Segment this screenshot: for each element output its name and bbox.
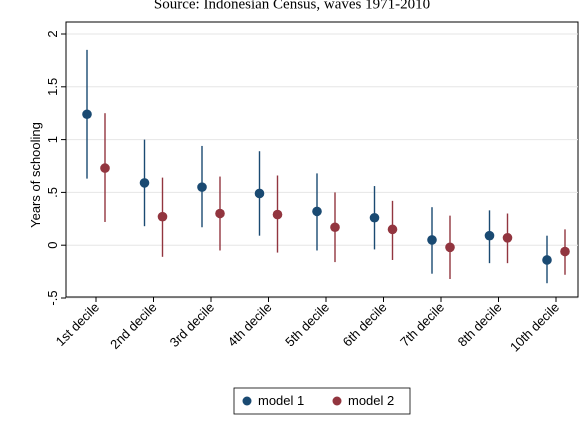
y-axis: -.5 0 .5 1 1.5 2 [45, 22, 67, 306]
point-model-2 [502, 233, 513, 243]
point-model-2 [445, 242, 455, 253]
y-tick-label: -.5 [45, 290, 60, 305]
grid-lines [66, 33, 578, 299]
x-tick-label: 3rd decile [167, 300, 217, 350]
point-model-1 [197, 182, 207, 192]
legend-label-model-2: model 2 [348, 393, 394, 408]
point-model-1 [427, 235, 437, 245]
source-note: Source: Indonesian Census, waves 1971-20… [154, 0, 430, 12]
point-model-2 [330, 222, 340, 233]
x-axis: 1st decile 2nd decile 3rd decile 4th decile… [53, 297, 562, 355]
x-tick-label: 5th decile [282, 300, 332, 350]
point-model-2 [387, 224, 398, 235]
point-model-2 [560, 246, 570, 257]
legend-marker-model-2 [332, 396, 342, 406]
x-tick-label: 4th decile [225, 300, 275, 350]
point-model-1 [484, 230, 495, 241]
point-model-1 [82, 109, 92, 120]
y-tick-label: 2 [45, 30, 60, 37]
x-tick-label: 7th decile [397, 300, 447, 350]
point-model-1 [254, 188, 265, 199]
x-tick-label: 2nd decile [107, 300, 160, 353]
legend-label-model-1: model 1 [258, 393, 304, 408]
x-tick-label: 10th decile [507, 300, 562, 355]
y-axis-label: Years of schooling [28, 122, 43, 228]
plot-area [65, 21, 579, 298]
point-model-2 [157, 211, 168, 222]
y-tick-label: 0 [45, 242, 60, 249]
legend: model 1 model 2 [233, 387, 411, 415]
data-points [82, 109, 570, 265]
point-model-1 [139, 178, 150, 188]
point-model-1 [369, 212, 380, 223]
point-model-2 [100, 163, 110, 173]
point-model-1 [312, 206, 322, 217]
x-tick-label: 8th decile [455, 300, 505, 350]
point-model-2 [215, 208, 225, 219]
point-model-2 [272, 209, 283, 220]
legend-box [233, 387, 411, 415]
y-tick-label: 1.5 [45, 78, 60, 96]
x-tick-label: 6th decile [340, 300, 390, 350]
x-tick-label: 1st decile [53, 300, 102, 349]
y-tick-label: .5 [45, 187, 60, 198]
y-tick-label: 1 [45, 136, 60, 143]
legend-marker-model-1 [242, 396, 252, 406]
point-model-1 [542, 255, 552, 265]
